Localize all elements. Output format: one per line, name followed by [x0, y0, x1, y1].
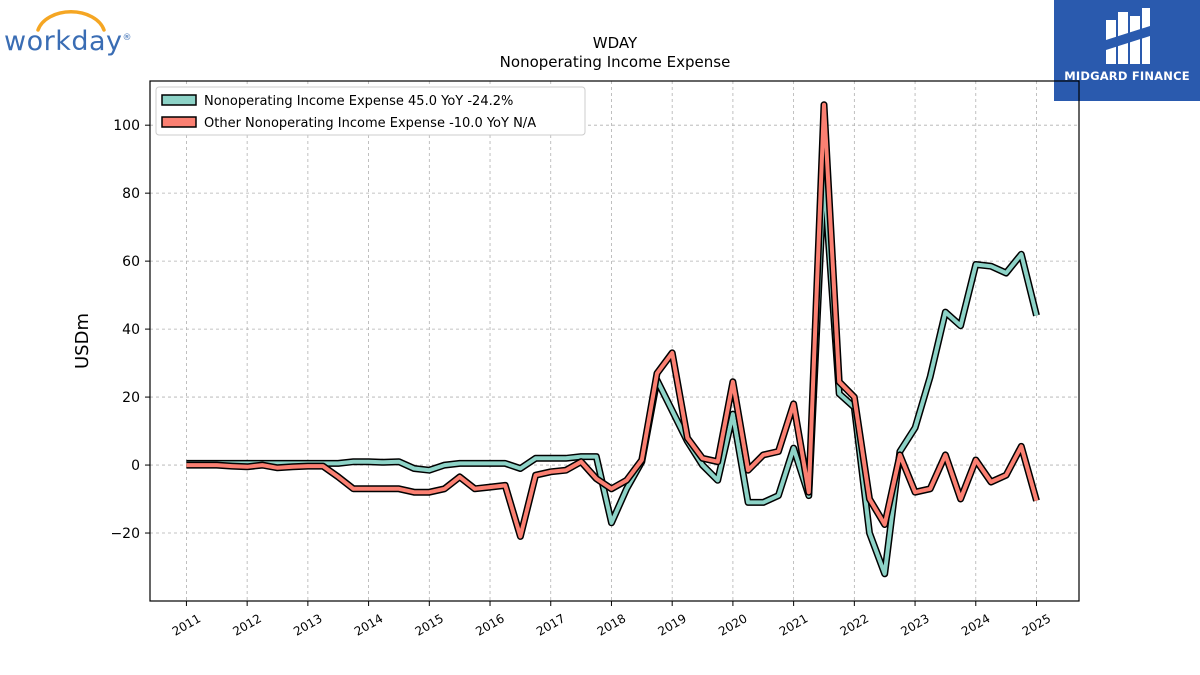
y-tick-label: 80: [122, 186, 140, 202]
chart-title: WDAY: [593, 34, 638, 52]
x-tick-label: 2012: [230, 611, 263, 638]
workday-logo-arc-icon: [36, 10, 106, 32]
x-tick-label: 2024: [959, 611, 992, 638]
x-tick-label: 2025: [1020, 611, 1053, 638]
legend-swatch: [161, 116, 197, 128]
x-tick-label: 2019: [655, 611, 688, 638]
midgard-finance-logo-text: MIDGARD FINANCE: [1064, 69, 1190, 83]
x-tick-label: 2013: [291, 611, 324, 638]
x-tick-label: 2017: [534, 611, 567, 638]
x-tick-label: 2016: [473, 611, 506, 638]
registered-mark: ®: [122, 33, 133, 43]
series-2-line: [186, 102, 1039, 539]
y-tick-label: 40: [122, 322, 140, 338]
y-tick-label: 0: [131, 458, 140, 474]
legend: Nonoperating Income Expense 45.0 YoY -24…: [155, 86, 586, 136]
x-tick-label: 2018: [595, 611, 628, 638]
x-tick-label: 2023: [898, 611, 931, 638]
legend-label: Other Nonoperating Income Expense -10.0 …: [204, 116, 536, 131]
series-layer: [186, 101, 1040, 578]
legend-box: [155, 86, 586, 136]
x-tick-label: 2022: [838, 611, 871, 638]
y-tick-label: 60: [122, 254, 140, 270]
y-tick-label: −20: [110, 526, 140, 542]
y-tick-label: 20: [122, 390, 140, 406]
chart-subtitle: Nonoperating Income Expense: [500, 53, 731, 71]
x-tick-label: 2015: [413, 611, 446, 638]
midgard-finance-emblem-icon: [1106, 8, 1150, 64]
y-tick-label: 100: [113, 118, 140, 134]
y-axis: −20 0 20 40 60 80 100: [110, 118, 150, 542]
x-tick-label: 2011: [170, 611, 203, 638]
workday-logo-text: workday®: [4, 26, 133, 57]
legend-label: Nonoperating Income Expense 45.0 YoY -24…: [204, 94, 513, 109]
y-axis-label: USDm: [72, 313, 93, 369]
midgard-finance-logo: MIDGARD FINANCE: [1054, 0, 1200, 101]
x-tick-label: 2021: [777, 611, 810, 638]
x-tick-label: 2014: [352, 611, 385, 638]
legend-swatch: [161, 94, 197, 106]
plot-frame: [149, 80, 1080, 602]
x-tick-label: 2020: [716, 611, 749, 638]
x-axis: 2011 2012 2013 2014 2015 2016 2017 2018 2019 2020…: [170, 601, 1053, 639]
workday-logo: workday®: [4, 4, 136, 60]
grid: [150, 81, 1079, 601]
